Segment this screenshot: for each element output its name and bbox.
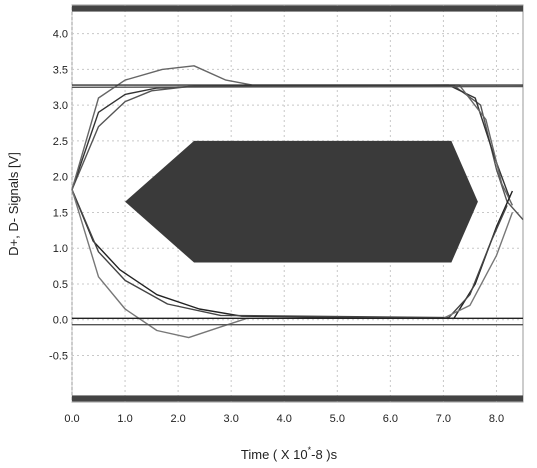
x-tick-label: 7.0	[436, 413, 451, 425]
limit-bars	[72, 5, 523, 402]
x-tick-label: 8.0	[489, 413, 504, 425]
x-axis-title-sup: *	[308, 445, 312, 455]
x-axis-title-suffix: -8 )s	[311, 447, 338, 462]
y-tick-label: 4.0	[53, 29, 68, 41]
y-tick-label: 3.0	[53, 100, 68, 112]
x-tick-labels: 0.0 1.0 2.0 3.0 4.0 5.0 6.0 7.0 8.0	[64, 413, 504, 425]
y-tick-label: 2.5	[53, 136, 68, 148]
upper-limit-bar	[72, 5, 523, 12]
y-tick-label: 3.5	[53, 64, 68, 76]
y-axis-title: D+, D- Signals [V]	[6, 152, 21, 256]
series-line-3	[71, 65, 514, 206]
y-tick-label: 1.0	[53, 243, 68, 255]
series-line-8	[71, 85, 524, 88]
y-tick-labels: 4.0 3.5 3.0 2.5 2.0 1.5 1.0 0.5 0.0 -0.5	[49, 29, 68, 363]
x-tick-label: 3.0	[224, 413, 239, 425]
x-tick-label: 4.0	[277, 413, 292, 425]
series-line-6	[71, 189, 514, 339]
eye-mask	[125, 140, 478, 263]
y-tick-label: 0.0	[53, 315, 68, 327]
eye-mask-layer	[125, 140, 478, 263]
x-tick-label: 2.0	[170, 413, 185, 425]
series-layer	[71, 65, 524, 339]
x-axis-title-prefix: Time ( X 10	[241, 447, 308, 462]
x-tick-label: 0.0	[64, 413, 79, 425]
y-tick-label: -0.5	[49, 351, 68, 363]
x-tick-label: 5.0	[330, 413, 345, 425]
y-tick-label: 0.5	[53, 279, 68, 291]
x-tick-label: 6.0	[383, 413, 398, 425]
y-tick-label: 2.0	[53, 172, 68, 184]
x-tick-label: 1.0	[117, 413, 132, 425]
series-line-5	[71, 189, 508, 319]
y-tick-label: 1.5	[53, 207, 68, 219]
x-axis-title: Time ( X 10*-8 )s	[241, 445, 338, 462]
lower-limit-bar	[72, 395, 523, 402]
